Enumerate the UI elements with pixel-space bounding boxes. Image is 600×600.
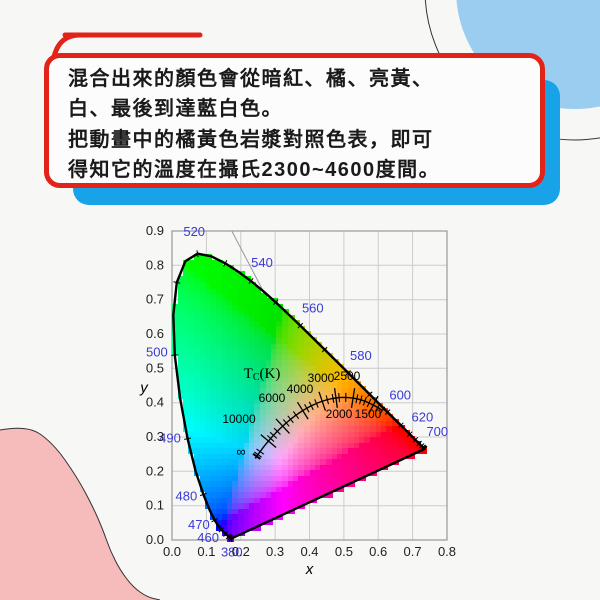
svg-text:0.7: 0.7 <box>404 544 422 559</box>
svg-text:0.8: 0.8 <box>146 257 164 272</box>
svg-text:6000: 6000 <box>259 391 286 405</box>
svg-text:10000: 10000 <box>222 412 256 426</box>
svg-text:0.5: 0.5 <box>335 544 353 559</box>
svg-text:∞: ∞ <box>236 444 245 459</box>
svg-text:700: 700 <box>426 424 448 439</box>
svg-text:2000: 2000 <box>326 407 353 421</box>
svg-text:0.4: 0.4 <box>146 395 164 410</box>
svg-text:0.7: 0.7 <box>146 292 164 307</box>
svg-text:560: 560 <box>302 301 324 316</box>
svg-text:TC(K): TC(K) <box>244 366 281 383</box>
svg-text:0.3: 0.3 <box>266 544 284 559</box>
svg-text:0.9: 0.9 <box>146 223 164 238</box>
svg-text:0.2: 0.2 <box>146 463 164 478</box>
svg-text:470: 470 <box>188 517 210 532</box>
svg-text:0.2: 0.2 <box>232 544 250 559</box>
svg-text:480: 480 <box>176 489 198 504</box>
svg-text:460: 460 <box>197 530 219 545</box>
svg-text:0.3: 0.3 <box>146 429 164 444</box>
svg-text:580: 580 <box>350 348 372 363</box>
svg-text:1500: 1500 <box>355 407 382 421</box>
svg-text:620: 620 <box>412 409 434 424</box>
svg-text:0.5: 0.5 <box>146 360 164 375</box>
svg-text:x: x <box>305 561 314 578</box>
svg-text:0.1: 0.1 <box>146 498 164 513</box>
svg-text:600: 600 <box>389 387 411 402</box>
svg-text:0.4: 0.4 <box>300 544 318 559</box>
svg-text:0.0: 0.0 <box>146 532 164 547</box>
svg-text:520: 520 <box>183 224 205 239</box>
svg-text:2500: 2500 <box>334 369 361 383</box>
svg-text:0.0: 0.0 <box>163 544 181 559</box>
svg-text:0.8: 0.8 <box>438 544 456 559</box>
svg-text:3000: 3000 <box>308 371 335 385</box>
svg-text:540: 540 <box>251 255 273 270</box>
svg-text:0.6: 0.6 <box>369 544 387 559</box>
svg-text:500: 500 <box>146 345 168 360</box>
svg-text:0.1: 0.1 <box>197 544 215 559</box>
svg-text:0.6: 0.6 <box>146 326 164 341</box>
